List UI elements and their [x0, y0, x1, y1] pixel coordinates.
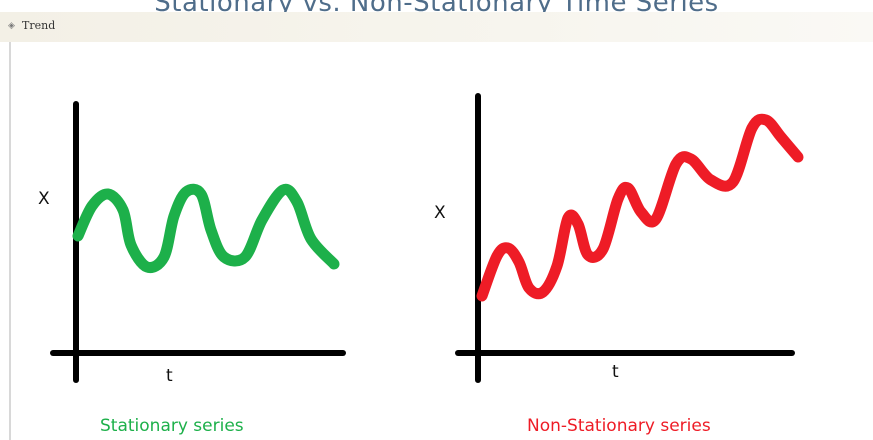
non-stationary-x-label: t	[612, 362, 619, 382]
section-header-bar: ◈ Trend	[0, 12, 873, 42]
non-stationary-y-label: X	[434, 203, 446, 223]
left-border-rule	[9, 42, 11, 440]
diamond-bullet-icon: ◈	[8, 21, 15, 31]
stationary-series-line	[72, 183, 340, 273]
non-stationary-series-line	[476, 113, 804, 302]
stationary-x-label: t	[166, 366, 173, 386]
non-stationary-caption: Non-Stationary series	[527, 416, 711, 436]
stationary-caption: Stationary series	[100, 416, 244, 436]
non-stationary-panel: X t Non-Stationary series	[434, 93, 804, 436]
stationary-y-label: X	[38, 189, 50, 209]
section-header-label: Trend	[22, 19, 56, 32]
stationary-panel: X t Stationary series	[38, 101, 346, 436]
